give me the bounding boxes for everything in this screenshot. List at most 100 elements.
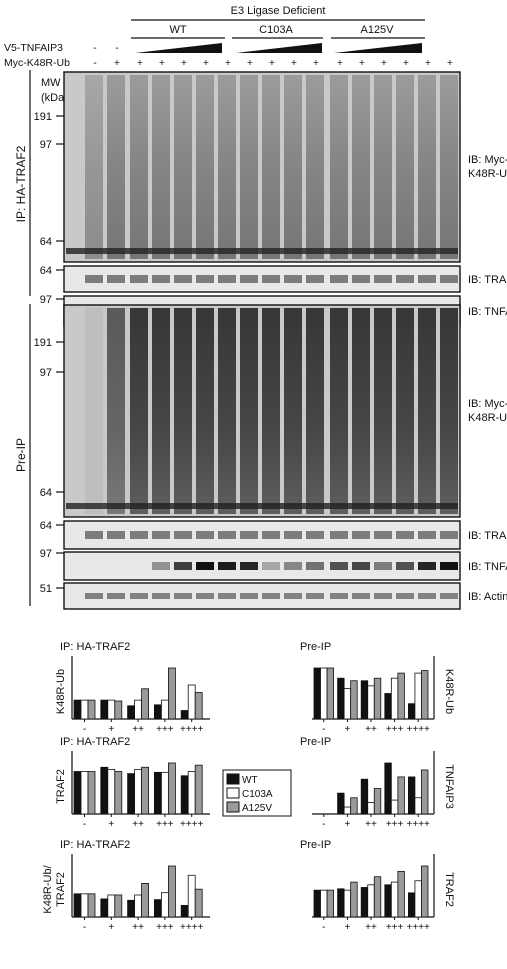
lane-signal	[374, 531, 392, 539]
lane-signal	[196, 275, 214, 283]
x-tick-label: -	[322, 922, 325, 933]
bar-a125v	[421, 865, 429, 918]
chart-ylabel: TRAF2	[55, 872, 67, 907]
row2-mark: +	[313, 57, 319, 69]
bar-wt	[360, 778, 369, 815]
blot-frame	[63, 551, 461, 581]
x-tick-label: ++++	[180, 922, 204, 933]
lane-signal	[262, 593, 280, 599]
chart-title: Pre-IP	[300, 736, 331, 748]
row2-mark: +	[181, 57, 187, 69]
bar-c103a	[343, 688, 352, 720]
lane-signal	[218, 593, 236, 599]
chart-title: IP: HA-TRAF2	[60, 839, 130, 851]
lane-signal	[174, 531, 192, 539]
bar-a125v	[350, 797, 358, 815]
row1-mark-1: -	[93, 42, 97, 54]
lane-signal	[352, 308, 370, 514]
x-tick-label: +++	[156, 922, 174, 933]
ib-label: IB: TNFAIP3	[468, 306, 507, 318]
x-tick-label: +	[344, 724, 350, 735]
bar-a125v	[114, 771, 123, 815]
x-tick-label: ++++	[180, 819, 204, 830]
mw-title: MW	[41, 77, 61, 89]
bar-c103a	[367, 802, 375, 815]
group-label-wt: WT	[169, 24, 186, 36]
ib-label-2: K48R-Ub	[468, 412, 507, 424]
lane-signal	[352, 275, 370, 283]
ib-label: IB: Myc-	[468, 398, 507, 410]
row2-mark: +	[159, 57, 165, 69]
lane-signal	[306, 308, 324, 514]
mw-label: 191	[34, 337, 52, 349]
lane-signal	[306, 531, 324, 539]
x-tick-label: ++++	[407, 724, 431, 735]
lane-signal	[352, 531, 370, 539]
lane-signal	[330, 75, 348, 259]
bar-c103a	[187, 874, 196, 918]
lane-signal	[352, 562, 370, 570]
lane-signal	[240, 308, 258, 514]
bar-a125v	[397, 776, 405, 815]
lane-signal	[85, 531, 103, 539]
mw-label: 97	[40, 139, 52, 151]
row2-marks: - + + + + + + + + + + + + + + + +	[93, 57, 453, 69]
bar-wt	[153, 899, 162, 918]
ib-label-2: K48R-Ub	[468, 168, 507, 180]
lane-signal	[330, 593, 348, 599]
chart-ylabel: K48R-Ub/	[42, 864, 54, 913]
ib-label: IB: Myc-	[468, 154, 507, 166]
bar-c103a	[367, 884, 375, 918]
x-tick-label: +	[108, 922, 114, 933]
bar-a125v	[350, 881, 358, 918]
lane-signal	[152, 75, 170, 259]
bar-a125v	[114, 700, 123, 720]
lane-signal	[418, 593, 436, 599]
lane-signal	[196, 75, 214, 259]
bar-wt	[337, 888, 345, 918]
row2-mark: +	[114, 57, 120, 69]
lane-signal	[440, 562, 458, 570]
lane-signal	[218, 275, 236, 283]
group-labels: WT C103A A125V	[131, 24, 425, 53]
bar-c103a	[80, 893, 89, 918]
row2-mark: +	[381, 57, 387, 69]
bar-wt	[384, 762, 392, 815]
lane-signal	[396, 531, 414, 539]
lane-signal	[196, 308, 214, 514]
bar-a125v	[167, 762, 176, 815]
bar-c103a	[414, 672, 422, 720]
lane-signal	[262, 275, 280, 283]
lane-signal	[306, 75, 324, 259]
x-tick-label: ++++	[407, 819, 431, 830]
chart-ylabel: TRAF2	[443, 872, 455, 907]
ib-label: IB: TRAF2	[468, 274, 507, 286]
bar-a125v	[373, 876, 382, 918]
bar-wt	[360, 887, 369, 918]
lane-signal	[374, 562, 392, 570]
x-tick-label: -	[83, 819, 86, 830]
row2-mark: -	[93, 57, 97, 69]
group-label-a125v: A125V	[360, 24, 394, 36]
lane-signal	[418, 531, 436, 539]
bar-a125v	[167, 865, 176, 918]
bar-c103a	[160, 892, 169, 918]
lane-signal	[440, 531, 458, 539]
bar-a125v	[373, 677, 382, 720]
lane-signal	[107, 275, 125, 283]
group-label-c103a: C103A	[259, 24, 293, 36]
bar-wt	[100, 898, 109, 918]
wedge-a125v	[334, 43, 422, 53]
bar-c103a	[414, 880, 422, 918]
blot-panel: 191 97 64 IB: Myc- K48R-Ub	[34, 304, 507, 518]
bar-c103a	[134, 894, 143, 918]
bar-wt	[407, 892, 416, 918]
lane-signal	[130, 531, 148, 539]
bar-c103a	[343, 806, 352, 815]
bar-a125v	[87, 893, 96, 918]
x-tick-label: ++	[365, 819, 377, 830]
mw-label: 191	[34, 111, 52, 123]
bar-wt	[73, 699, 82, 720]
lane-signal	[174, 308, 192, 514]
